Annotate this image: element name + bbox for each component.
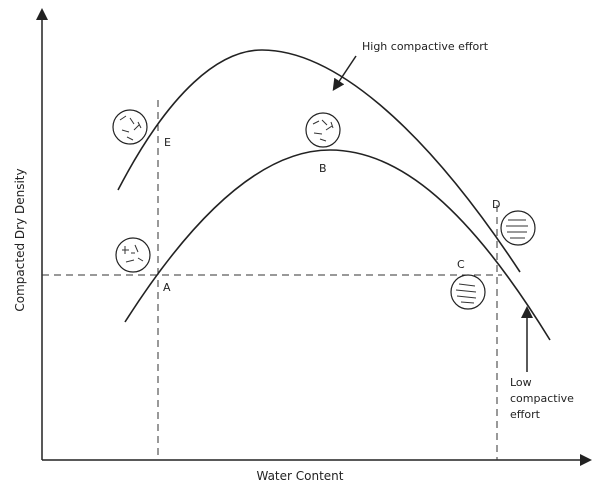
curve-label: High compactive effort xyxy=(362,40,489,53)
particle-circle xyxy=(113,110,147,144)
curve-label: compactive xyxy=(510,392,574,405)
curve-label: Low xyxy=(510,376,532,389)
high-effort-curve xyxy=(118,50,520,272)
point-label: D xyxy=(492,198,500,211)
y-axis-label: Compacted Dry Density xyxy=(13,168,27,311)
point-label: A xyxy=(163,281,171,294)
particle-circle xyxy=(116,238,150,272)
point-label: B xyxy=(319,162,327,175)
curve-label: effort xyxy=(510,408,541,421)
diagram: A B C D E High compactive effort Low com… xyxy=(0,0,594,489)
label-arrow xyxy=(336,56,356,86)
x-axis-label: Water Content xyxy=(256,469,343,483)
particle-circle xyxy=(306,113,340,147)
point-label: C xyxy=(457,258,465,271)
point-label: E xyxy=(164,136,171,149)
particle-circle xyxy=(501,211,535,245)
particle-circle xyxy=(451,275,485,309)
low-effort-curve xyxy=(125,150,550,340)
